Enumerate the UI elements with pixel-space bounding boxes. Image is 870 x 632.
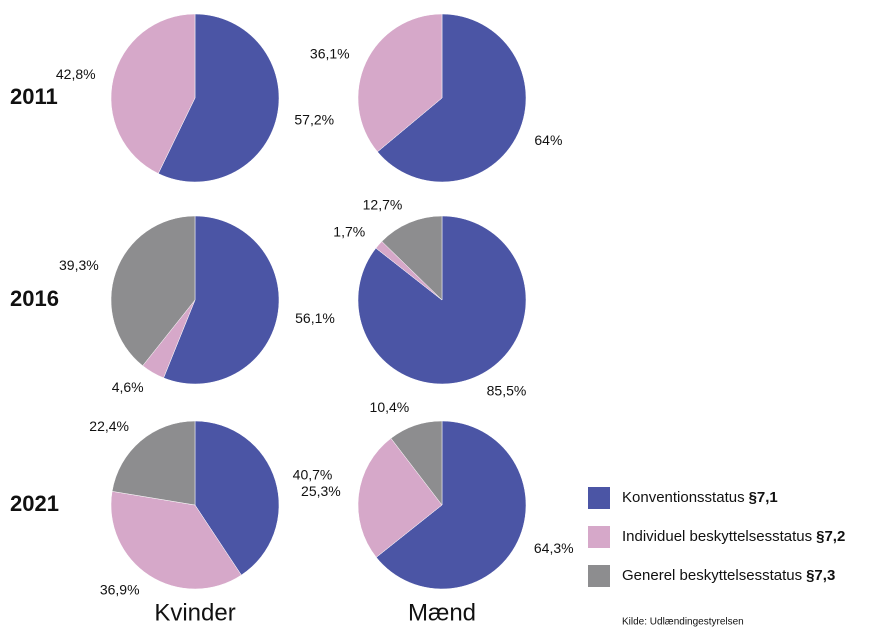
- legend-swatch: [588, 565, 610, 587]
- data-label: 56,1%: [295, 310, 335, 326]
- data-label: 36,9%: [100, 581, 140, 597]
- data-label: 12,7%: [363, 197, 403, 213]
- legend-code: §7,1: [749, 489, 778, 506]
- column-label: Mænd: [408, 599, 476, 626]
- pie-slice: [377, 13, 527, 183]
- data-label: 85,5%: [487, 382, 527, 398]
- pie-slice: [110, 13, 196, 174]
- pie-slice: [357, 437, 443, 558]
- data-label: 1,7%: [333, 224, 365, 240]
- data-label: 39,3%: [59, 257, 99, 273]
- data-label: 10,4%: [370, 399, 410, 415]
- data-label: 57,2%: [294, 112, 334, 128]
- row-label: 2011: [10, 84, 58, 109]
- column-label: Kvinder: [154, 599, 235, 626]
- pie-slice: [381, 215, 443, 301]
- row-label: 2021: [10, 491, 59, 516]
- pie-slice: [357, 13, 443, 153]
- pie-slice: [110, 215, 196, 367]
- legend-swatch: [588, 487, 610, 509]
- legend-code: §7,3: [806, 567, 835, 584]
- legend-name: Generel beskyttelsesstatus: [622, 567, 802, 584]
- pie-slice: [163, 215, 280, 385]
- data-label: 36,1%: [310, 45, 350, 61]
- data-label: 64,3%: [534, 540, 574, 556]
- pie-slice: [390, 420, 443, 506]
- legend-code: §7,2: [816, 528, 845, 545]
- data-label: 64%: [534, 132, 562, 148]
- data-label: 22,4%: [89, 418, 129, 434]
- pie-slice: [110, 491, 242, 590]
- legend-name: Konventionsstatus: [622, 489, 745, 506]
- pie-slice: [157, 13, 280, 183]
- data-label: 25,3%: [301, 483, 341, 499]
- pie-slice: [111, 420, 196, 506]
- row-label: 2016: [10, 286, 59, 311]
- data-label: 4,6%: [112, 379, 144, 395]
- source: Kilde: Udlændingestyrelsen: [622, 617, 744, 628]
- legend-label: Individuel beskyttelsesstatus §7,2: [622, 528, 845, 545]
- legend-name: Individuel beskyttelsesstatus: [622, 528, 812, 545]
- legend-label: Generel beskyttelsesstatus §7,3: [622, 567, 835, 584]
- data-label: 42,8%: [56, 66, 96, 82]
- data-label: 40,7%: [293, 466, 333, 482]
- legend-swatch: [588, 526, 610, 548]
- legend-label: Konventionsstatus §7,1: [622, 489, 778, 506]
- pie-slice: [375, 420, 527, 590]
